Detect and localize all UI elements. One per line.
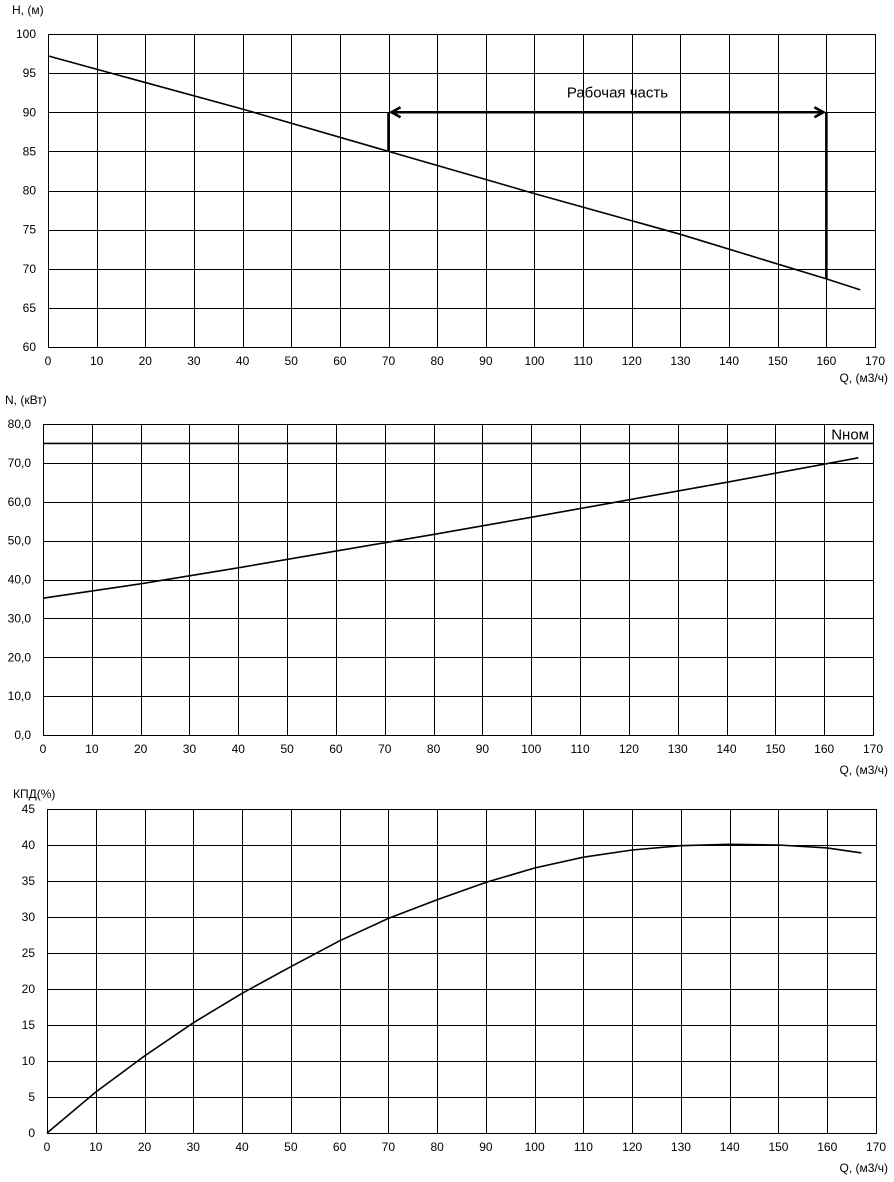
eff-x-tick-80: 80 <box>430 1140 444 1154</box>
head-x-tick-60: 60 <box>333 354 347 368</box>
power-y-axis-title: N, (кВт) <box>5 393 47 407</box>
eff-x-tick-10: 10 <box>89 1140 103 1154</box>
power-x-tick-60: 60 <box>329 742 343 756</box>
head-y-tick-90: 90 <box>23 105 37 119</box>
eff-x-tick-110: 110 <box>574 1140 593 1154</box>
head-y-tick-100: 100 <box>16 27 36 41</box>
power-x-tick-140: 140 <box>717 742 737 756</box>
nominal-power-label: Nном <box>831 426 869 443</box>
power-y-tick-0,0: 0,0 <box>14 728 31 742</box>
eff-y-tick-35: 35 <box>22 874 36 888</box>
eff-series-line-0 <box>46 843 862 1134</box>
eff-x-tick-150: 150 <box>768 1140 788 1154</box>
head-x-tick-30: 30 <box>187 354 201 368</box>
head-x-tick-150: 150 <box>768 354 788 368</box>
eff-y-tick-0: 0 <box>28 1126 35 1140</box>
head-plot-frame <box>48 34 876 348</box>
head-x-tick-90: 90 <box>479 354 493 368</box>
power-x-tick-0: 0 <box>40 742 47 756</box>
head-x-tick-110: 110 <box>574 354 593 368</box>
power-x-tick-50: 50 <box>280 742 294 756</box>
head-y-tick-65: 65 <box>23 301 37 315</box>
power-y-tick-20,0: 20,0 <box>8 650 32 664</box>
head-y-tick-60: 60 <box>23 340 37 354</box>
eff-x-tick-20: 20 <box>138 1140 152 1154</box>
head-y-tick-80: 80 <box>23 184 37 198</box>
head-x-tick-40: 40 <box>236 354 250 368</box>
power-plot-frame <box>43 424 874 736</box>
power-y-tick-50,0: 50,0 <box>8 534 32 548</box>
eff-x-tick-140: 140 <box>720 1140 740 1154</box>
eff-x-tick-30: 30 <box>187 1140 201 1154</box>
power-x-tick-120: 120 <box>619 742 639 756</box>
power-y-tick-30,0: 30,0 <box>8 611 32 625</box>
power-x-axis-title: Q, (м3/ч) <box>839 763 888 777</box>
head-y-tick-70: 70 <box>23 262 37 276</box>
power-x-tick-40: 40 <box>232 742 246 756</box>
eff-y-tick-25: 25 <box>22 946 36 960</box>
eff-y-tick-40: 40 <box>22 838 36 852</box>
head-x-tick-20: 20 <box>139 354 153 368</box>
eff-x-tick-70: 70 <box>382 1140 396 1154</box>
working-range-arrow-right-head <box>813 106 827 119</box>
eff-y-axis-title: КПД(%) <box>13 787 55 801</box>
power-y-tick-60,0: 60,0 <box>8 495 32 509</box>
head-x-tick-170: 170 <box>865 354 885 368</box>
eff-x-tick-160: 160 <box>817 1140 837 1154</box>
eff-x-tick-130: 130 <box>671 1140 691 1154</box>
head-x-tick-130: 130 <box>670 354 690 368</box>
power-x-tick-100: 100 <box>521 742 541 756</box>
power-x-tick-30: 30 <box>183 742 197 756</box>
power-series-line-0 <box>42 457 859 599</box>
power-x-tick-130: 130 <box>668 742 688 756</box>
power-x-tick-10: 10 <box>85 742 99 756</box>
eff-y-tick-10: 10 <box>22 1054 36 1068</box>
head-x-tick-140: 140 <box>719 354 739 368</box>
working-range-label: Рабочая часть <box>567 84 668 101</box>
power-x-tick-90: 90 <box>476 742 490 756</box>
head-x-axis-title: Q, (м3/ч) <box>839 371 888 385</box>
power-x-tick-20: 20 <box>134 742 148 756</box>
eff-x-tick-60: 60 <box>333 1140 347 1154</box>
power-x-tick-150: 150 <box>765 742 785 756</box>
head-y-tick-95: 95 <box>23 66 37 80</box>
head-y-tick-75: 75 <box>23 223 37 237</box>
power-x-tick-170: 170 <box>863 742 883 756</box>
power-x-tick-80: 80 <box>427 742 441 756</box>
head-x-tick-10: 10 <box>90 354 104 368</box>
eff-y-tick-30: 30 <box>22 910 36 924</box>
eff-plot-frame <box>47 809 877 1134</box>
eff-y-tick-5: 5 <box>28 1090 35 1104</box>
eff-x-tick-170: 170 <box>866 1140 886 1154</box>
power-x-tick-160: 160 <box>814 742 834 756</box>
head-x-tick-100: 100 <box>524 354 544 368</box>
eff-x-axis-title: Q, (м3/ч) <box>839 1161 888 1175</box>
head-series-line-0 <box>47 55 861 291</box>
power-y-tick-10,0: 10,0 <box>8 689 32 703</box>
head-x-tick-50: 50 <box>285 354 299 368</box>
head-y-axis-title: H, (м) <box>12 3 44 17</box>
head-x-tick-0: 0 <box>45 354 52 368</box>
eff-x-tick-50: 50 <box>284 1140 298 1154</box>
head-x-tick-160: 160 <box>816 354 836 368</box>
eff-x-tick-0: 0 <box>44 1140 51 1154</box>
power-y-tick-70,0: 70,0 <box>8 456 32 470</box>
eff-y-tick-45: 45 <box>22 802 36 816</box>
head-x-tick-70: 70 <box>382 354 396 368</box>
power-y-tick-80,0: 80,0 <box>8 417 32 431</box>
eff-x-tick-120: 120 <box>622 1140 642 1154</box>
head-x-tick-80: 80 <box>430 354 444 368</box>
power-x-tick-70: 70 <box>378 742 392 756</box>
head-x-tick-120: 120 <box>622 354 642 368</box>
eff-x-tick-100: 100 <box>525 1140 545 1154</box>
eff-y-tick-15: 15 <box>22 1018 36 1032</box>
eff-x-tick-40: 40 <box>235 1140 249 1154</box>
eff-y-tick-20: 20 <box>22 982 36 996</box>
eff-x-tick-90: 90 <box>479 1140 493 1154</box>
head-y-tick-85: 85 <box>23 144 37 158</box>
power-y-tick-40,0: 40,0 <box>8 573 32 587</box>
working-range-arrow-left-head <box>388 106 402 119</box>
power-x-tick-110: 110 <box>570 742 589 756</box>
